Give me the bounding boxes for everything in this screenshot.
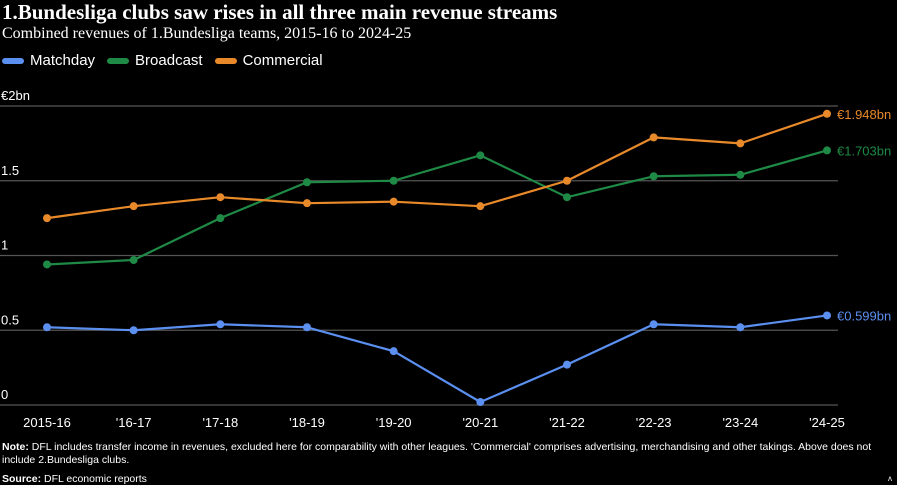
x-tick-label: '17-18 [202, 415, 238, 430]
data-point-matchday [563, 360, 571, 369]
end-label-broadcast: €1.703bn [837, 143, 891, 158]
legend-item-broadcast: Broadcast [107, 52, 203, 69]
data-point-broadcast [649, 172, 658, 181]
y-tick-label: 1 [1, 238, 8, 253]
legend-swatch-commercial [214, 57, 237, 64]
y-tick-label: 1.5 [1, 163, 19, 178]
data-point-commercial [823, 109, 831, 118]
data-point-commercial [43, 214, 51, 223]
chart-note: Note: DFL includes transfer income in re… [2, 441, 887, 467]
publisher-logo: ʌ [888, 474, 892, 483]
data-point-commercial [129, 202, 138, 211]
data-point-broadcast [216, 214, 225, 223]
legend-label-matchday: Matchday [30, 52, 96, 69]
data-point-matchday [129, 326, 138, 335]
data-point-commercial [303, 199, 311, 208]
legend-item-commercial: Commercial [214, 52, 323, 69]
data-point-matchday [823, 311, 831, 320]
legend-label-broadcast: Broadcast [135, 52, 203, 69]
data-point-broadcast [736, 170, 745, 179]
end-label-commercial: €1.948bn [837, 107, 891, 122]
chart-title: 1.Bundesliga clubs saw rises in all thre… [2, 0, 558, 24]
series-line-matchday [46, 314, 828, 404]
x-tick-label: '18-19 [289, 415, 325, 430]
data-point-matchday [476, 398, 485, 407]
data-point-commercial [649, 133, 658, 142]
x-tick-label: '21-22 [549, 415, 585, 430]
data-point-commercial [389, 197, 398, 206]
data-point-broadcast [389, 176, 398, 185]
legend-item-matchday: Matchday [2, 52, 95, 69]
chart-subtitle: Combined revenues of 1.Bundesliga teams,… [2, 25, 412, 42]
legend: Matchday Broadcast Commercial [2, 52, 335, 69]
x-tick-label: '20-21 [462, 415, 498, 430]
source-label: Source: [2, 473, 42, 485]
legend-swatch-broadcast [107, 57, 130, 64]
note-label: Note: [2, 441, 29, 453]
data-point-matchday [216, 320, 225, 329]
legend-label-commercial: Commercial [242, 52, 323, 69]
data-point-matchday [43, 323, 51, 332]
x-tick-label: '23-24 [722, 415, 758, 430]
data-point-commercial [216, 193, 225, 202]
series-line-commercial [46, 112, 828, 220]
data-point-commercial [736, 139, 745, 148]
data-point-matchday [649, 320, 658, 329]
x-tick-label: '19-20 [376, 415, 412, 430]
data-point-commercial [563, 176, 571, 185]
data-point-broadcast [476, 151, 485, 160]
data-point-matchday [736, 323, 745, 332]
end-label-matchday: €0.599bn [837, 308, 891, 323]
x-tick-label: 2015-16 [23, 415, 71, 430]
data-point-broadcast [563, 193, 571, 202]
data-point-broadcast [823, 146, 831, 155]
data-point-matchday [389, 347, 398, 356]
legend-swatch-matchday [2, 57, 24, 64]
y-tick-label: €2bn [1, 88, 30, 103]
source-text: DFL economic reports [44, 473, 147, 485]
data-point-broadcast [43, 260, 51, 269]
note-text: DFL includes transfer income in revenues… [2, 441, 872, 466]
x-tick-label: '22-23 [636, 415, 672, 430]
y-tick-label: 0 [1, 387, 8, 402]
data-point-commercial [476, 202, 485, 211]
data-point-broadcast [303, 178, 311, 187]
y-tick-label: 0.5 [1, 312, 19, 327]
x-tick-label: '16-17 [116, 415, 152, 430]
data-point-matchday [303, 323, 311, 332]
data-point-broadcast [129, 255, 138, 264]
chart-source: Source: DFL economic reports [2, 473, 147, 485]
x-tick-label: '24-25 [809, 415, 845, 430]
series-line-broadcast [46, 149, 828, 266]
